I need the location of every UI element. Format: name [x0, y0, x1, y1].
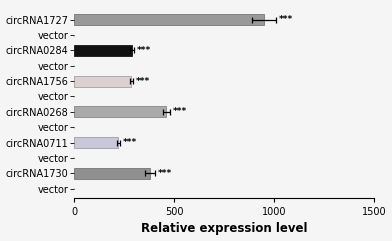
Bar [74, 106, 166, 117]
Bar [74, 14, 264, 25]
Text: ***: *** [137, 46, 151, 55]
Text: ***: *** [158, 169, 172, 178]
Bar [74, 45, 132, 56]
Text: ***: *** [173, 107, 187, 116]
Text: ***: *** [123, 138, 137, 147]
X-axis label: Relative expression level: Relative expression level [141, 222, 307, 235]
Text: ***: *** [279, 15, 293, 24]
Text: ***: *** [136, 77, 150, 86]
Bar [74, 168, 150, 179]
Bar [74, 76, 131, 87]
Bar [74, 137, 118, 148]
